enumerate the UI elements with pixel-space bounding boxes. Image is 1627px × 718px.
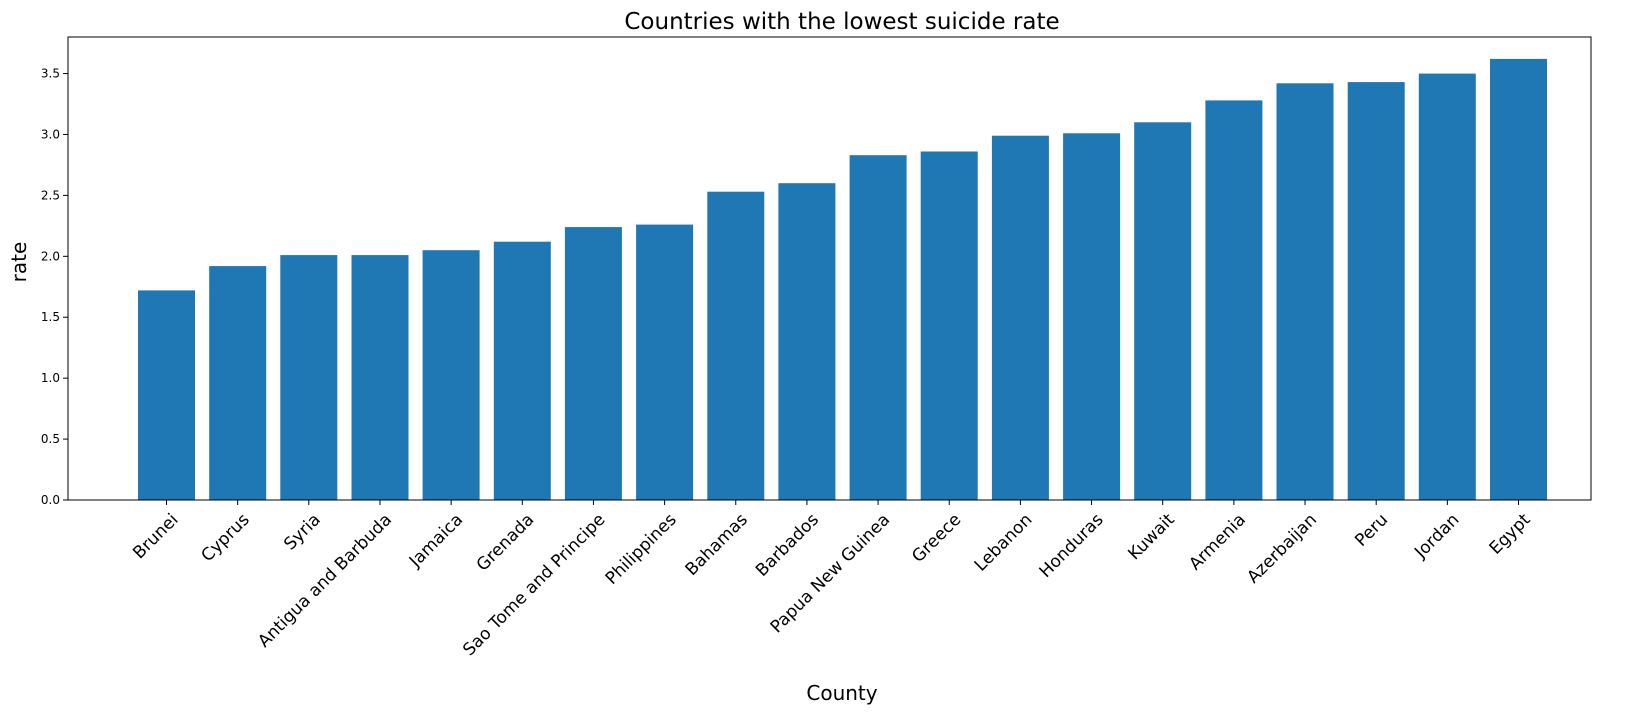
- x-tick-label: Philippines: [602, 510, 681, 589]
- x-tick-label: Lebanon: [971, 510, 1037, 576]
- x-tick-label: Kuwait: [1124, 510, 1179, 565]
- bar-cyprus: [209, 266, 267, 500]
- plot-frame: [67, 36, 1592, 501]
- bar-jordan: [1418, 73, 1476, 500]
- bar-lebanon: [991, 135, 1049, 500]
- bar-armenia: [1205, 100, 1263, 501]
- x-tick-label: Brunei: [129, 510, 182, 563]
- x-tick-label: Sao Tome and Principe: [459, 510, 609, 660]
- x-tick-label: Egypt: [1486, 510, 1535, 559]
- x-tick-label: Barbados: [752, 510, 823, 581]
- chart-title: Countries with the lowest suicide rate: [624, 9, 1059, 35]
- y-tick-label: 1.5: [41, 310, 60, 324]
- y-tick-label: 2.0: [41, 249, 60, 263]
- bar-honduras: [1063, 133, 1121, 501]
- bar-egypt: [1490, 58, 1547, 501]
- bar-peru: [1347, 82, 1405, 500]
- x-tick-label: Syria: [280, 510, 325, 555]
- bar-sao-tome-and-principe: [564, 227, 622, 500]
- y-tick-label: 2.5: [41, 188, 60, 202]
- bar-kuwait: [1134, 122, 1192, 501]
- x-tick-label: Peru: [1351, 510, 1392, 551]
- x-tick-label: Jordan: [1410, 510, 1463, 563]
- y-tick-label: 3.5: [41, 67, 60, 81]
- x-tick-label: Antigua and Barbuda: [254, 510, 396, 652]
- bar-philippines: [636, 224, 694, 500]
- bar-brunei: [138, 290, 195, 500]
- x-tick-label: Cyprus: [198, 510, 254, 566]
- x-tick-label: Grenada: [473, 510, 539, 576]
- x-tick-label: Armenia: [1185, 510, 1250, 575]
- bar-barbados: [778, 183, 836, 500]
- y-tick-label: 1.0: [41, 371, 60, 385]
- x-tick-label: Papua New Guinea: [767, 510, 894, 637]
- x-tick-label: Azerbaijan: [1243, 510, 1321, 588]
- x-axis-label: County: [806, 681, 877, 705]
- y-tick-label: 0.5: [41, 432, 60, 446]
- y-axis-label: rate: [7, 242, 31, 283]
- y-tick-label: 0.0: [41, 493, 60, 507]
- bar-antigua-and-barbuda: [351, 255, 409, 500]
- y-axis-ticks: 0.0 0.5 1.0 1.5 2.0 2.5 3.0 3.5: [41, 67, 68, 507]
- x-tick-label: Greece: [908, 510, 965, 567]
- bar-grenada: [493, 241, 551, 500]
- bar-jamaica: [422, 250, 480, 500]
- x-tick-label: Jamaica: [405, 510, 467, 572]
- bar-syria: [280, 255, 338, 500]
- bars-group: [138, 58, 1547, 501]
- x-tick-label: Honduras: [1036, 510, 1108, 582]
- bar-bahamas: [707, 191, 765, 500]
- bar-azerbaijan: [1276, 83, 1334, 501]
- x-tick-label: Bahamas: [682, 510, 752, 580]
- bar-greece: [920, 151, 978, 500]
- y-tick-label: 3.0: [41, 127, 60, 141]
- bar-papua-new-guinea: [849, 155, 907, 500]
